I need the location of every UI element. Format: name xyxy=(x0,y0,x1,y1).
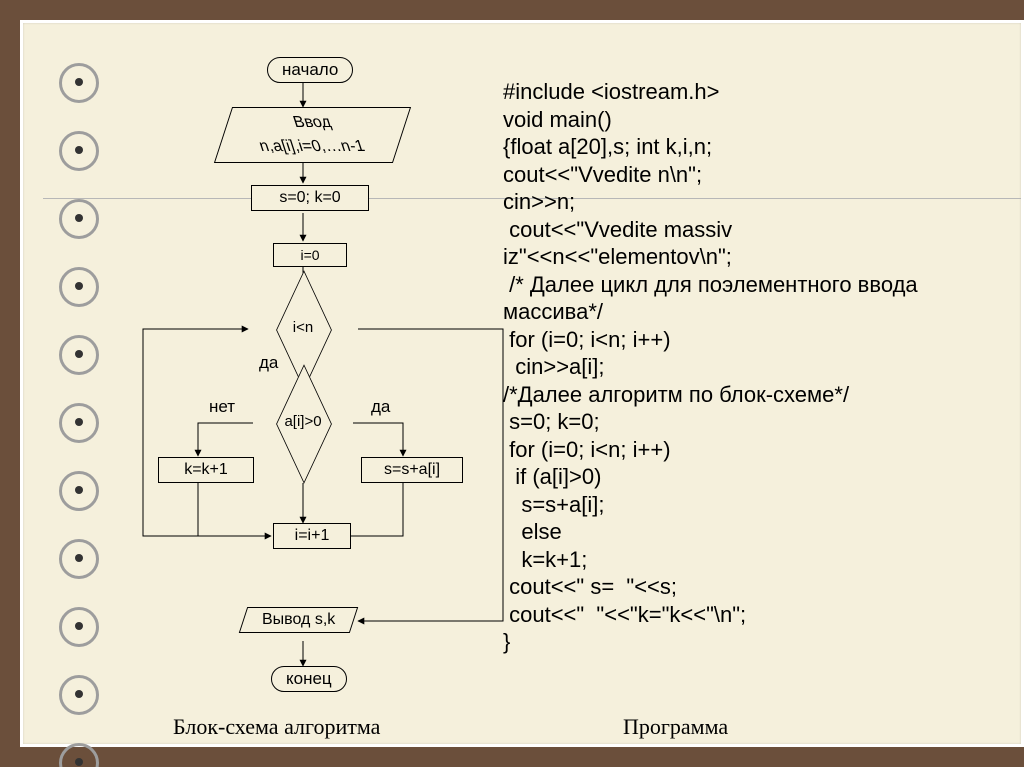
page: начало Ввод n,a[i],i=0,…n-1 s=0; k=0 i=0… xyxy=(0,0,1024,767)
slide-canvas: начало Ввод n,a[i],i=0,…n-1 s=0; k=0 i=0… xyxy=(20,20,1024,747)
flowchart: начало Ввод n,a[i],i=0,…n-1 s=0; k=0 i=0… xyxy=(103,51,523,751)
code-line: s=s+a[i]; xyxy=(503,491,1021,519)
code-line: массива*/ xyxy=(503,298,1021,326)
ring-icon xyxy=(59,267,99,307)
code-line: } xyxy=(503,628,1021,656)
node-i0: i=0 xyxy=(273,243,347,267)
ring-icon xyxy=(59,607,99,647)
ring-icon xyxy=(59,743,99,767)
ring-icon xyxy=(59,335,99,375)
code-line: cin>>a[i]; xyxy=(503,353,1021,381)
ring-icon xyxy=(59,63,99,103)
node-sacc: s=s+a[i] xyxy=(361,457,463,483)
code-line: /*Далее алгоритм по блок-схеме*/ xyxy=(503,381,1021,409)
code-line: cin>>n; xyxy=(503,188,1021,216)
ring-icon xyxy=(59,675,99,715)
node-output: Вывод s,k xyxy=(239,607,359,633)
code-line: s=0; k=0; xyxy=(503,408,1021,436)
label-no2: нет xyxy=(209,397,235,417)
code-line: iz"<<n<<"elementov\n"; xyxy=(503,243,1021,271)
caption-program: Программа xyxy=(623,714,728,740)
label-yes1: да xyxy=(259,353,278,373)
code-line: cout<<" s= "<<s; xyxy=(503,573,1021,601)
code-line: else xyxy=(503,518,1021,546)
code-line: void main() xyxy=(503,106,1021,134)
ring-icon xyxy=(59,539,99,579)
node-iinc: i=i+1 xyxy=(273,523,351,549)
input-line1: Ввод xyxy=(272,111,353,135)
code-line: for (i=0; i<n; i++) xyxy=(503,326,1021,354)
code-line: for (i=0; i<n; i++) xyxy=(503,436,1021,464)
node-end: конец xyxy=(271,666,347,692)
ring-binder xyxy=(59,63,99,704)
code-line: /* Далее цикл для поэлементного ввода xyxy=(503,271,1021,299)
code-line: #include <iostream.h> xyxy=(503,78,1021,106)
input-line2: n,a[i],i=0,…n-1 xyxy=(238,135,386,159)
code-line: k=k+1; xyxy=(503,546,1021,574)
ring-icon xyxy=(59,471,99,511)
node-kinc: k=k+1 xyxy=(158,457,254,483)
code-line: cout<<"Vvedite massiv xyxy=(503,216,1021,244)
code-line: if (a[i]>0) xyxy=(503,463,1021,491)
code-line: cout<<"Vvedite n\n"; xyxy=(503,161,1021,189)
node-input: Ввод n,a[i],i=0,…n-1 xyxy=(214,107,411,163)
ring-icon xyxy=(59,403,99,443)
caption-flowchart: Блок-схема алгоритма xyxy=(173,714,380,740)
code-line: cout<<" "<<"k="k<<"\n"; xyxy=(503,601,1021,629)
code-listing: #include <iostream.h> void main() {float… xyxy=(503,78,1021,656)
node-start: начало xyxy=(267,57,353,83)
ring-icon xyxy=(59,131,99,171)
label-yes2: да xyxy=(371,397,390,417)
code-line: {float a[20],s; int k,i,n; xyxy=(503,133,1021,161)
ring-icon xyxy=(59,199,99,239)
node-init: s=0; k=0 xyxy=(251,185,369,211)
